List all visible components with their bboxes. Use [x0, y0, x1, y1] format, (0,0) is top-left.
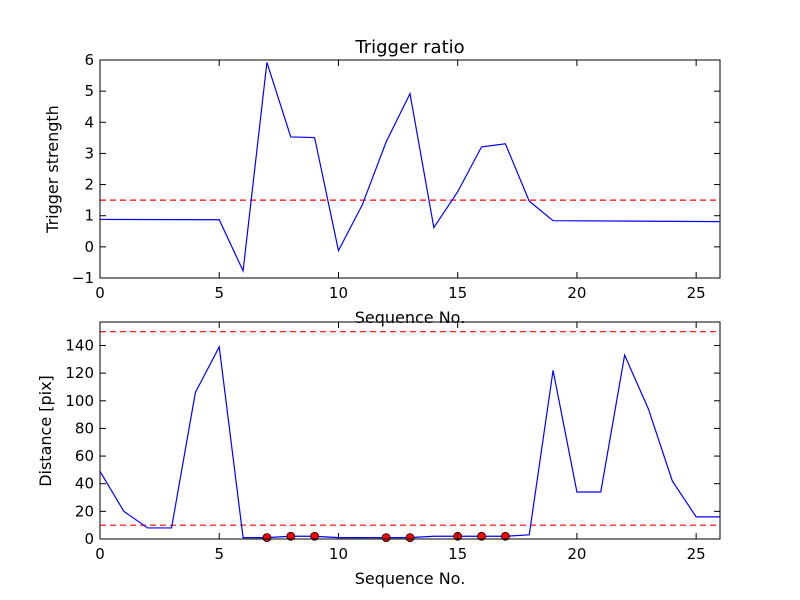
chart-2-x-tick-label: 15	[448, 545, 467, 563]
chart-2-x-tick-label: 25	[687, 545, 706, 563]
chart-1-axes-frame	[99, 59, 721, 279]
chart-2-marker-point	[286, 531, 296, 541]
chart-2-y-tick-label: 120	[65, 364, 94, 382]
chart-2-y-tick-label: 60	[75, 447, 94, 465]
chart-2-marker-point	[500, 531, 510, 541]
chart-2-y-tick-label: 140	[65, 336, 94, 354]
chart-2-x-tick-label: 10	[329, 545, 348, 563]
chart-2-marker-point	[477, 531, 486, 541]
chart-2-series-line	[99, 344, 720, 539]
chart-1-y-tick-label: 2	[84, 176, 94, 194]
chart-1-x-tick-label: 20	[567, 284, 586, 302]
chart-1-series-line	[99, 62, 721, 274]
chart-2-y-axis-label: Distance [pix]	[36, 375, 55, 487]
chart-2-axes-frame	[99, 321, 721, 540]
chart-2-y-tick-label: 0	[84, 530, 94, 548]
chart-2-x-tick-label: 5	[214, 545, 224, 563]
chart-2-marker-point	[310, 531, 320, 541]
chart-2-x-tick-label: 0	[95, 545, 105, 563]
chart-1-x-tick-label: 0	[95, 284, 105, 302]
chart-2-y-tick-label: 80	[75, 419, 94, 437]
chart-1-y-tick-label: 5	[84, 82, 94, 100]
chart-1-x-tick-label: 10	[329, 284, 348, 302]
chart-1-title: Trigger ratio	[354, 37, 464, 58]
chart-1-y-tick-label: 6	[84, 51, 94, 69]
chart-2-y-tick-label: 40	[75, 475, 94, 493]
chart-1-y-tick-label: 4	[84, 113, 94, 131]
chart-1-y-tick-label: 0	[84, 238, 94, 256]
chart-2-x-axis-label: Sequence No.	[355, 569, 466, 588]
chart-1-x-tick-label: 5	[214, 284, 224, 302]
chart-2-y-tick-label: 100	[65, 392, 94, 410]
chart-1-y-tick-label: 3	[84, 144, 94, 162]
chart-1-x-axis-label: Sequence No.	[355, 308, 466, 327]
chart-1-y-axis-label: Trigger strength	[43, 105, 62, 234]
chart-1-y-tick-label: 1	[84, 207, 94, 225]
chart-2-plot-area: 0 5 10 15 20 25 0 20 40 60 80 100 120 140	[65, 321, 721, 563]
chart-2-x-tick-label: 20	[567, 545, 586, 563]
chart-1-x-tick-label: 25	[687, 284, 706, 302]
chart-1-x-tick-label: 15	[448, 284, 467, 302]
chart-2-marker-point	[381, 533, 391, 543]
chart-1-y-tick-label: −1	[72, 269, 94, 287]
chart-2-marker-point	[405, 533, 415, 543]
chart-2-y-tick-label: 20	[75, 502, 94, 520]
chart-2-marker-point	[262, 533, 272, 543]
